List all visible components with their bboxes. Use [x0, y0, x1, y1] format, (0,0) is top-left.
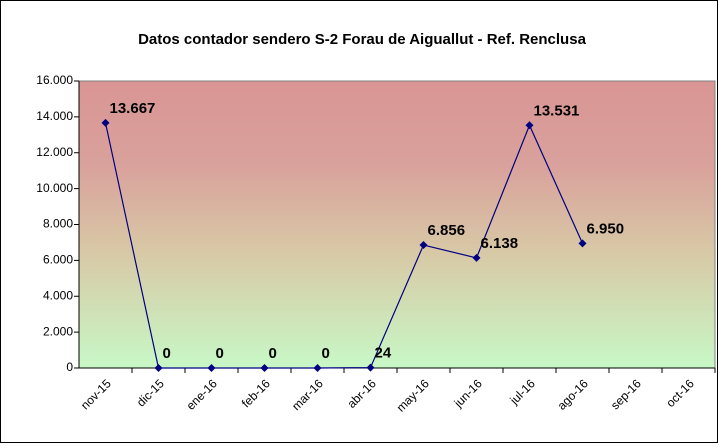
marker — [154, 364, 163, 372]
plot-area — [78, 80, 716, 369]
data-label: 0 — [216, 345, 224, 362]
marker — [472, 253, 481, 262]
data-label: 0 — [322, 345, 330, 362]
marker — [207, 364, 216, 372]
chart-title: Datos contador sendero S-2 Forau de Aigu… — [138, 31, 587, 48]
y-tick-label: 2.000 — [43, 324, 73, 338]
data-label: 0 — [163, 345, 171, 362]
data-label: 6.856 — [428, 222, 466, 239]
y-tick-label: 12.000 — [36, 145, 73, 159]
data-label: 13.667 — [110, 100, 156, 117]
y-tick-label: 16.000 — [36, 73, 73, 87]
marker — [101, 118, 110, 127]
data-label: 6.950 — [587, 220, 625, 237]
marker — [366, 363, 375, 372]
data-label: 13.531 — [534, 102, 580, 119]
marker — [419, 241, 428, 250]
y-tick-label: 8.000 — [43, 217, 73, 231]
marker — [578, 239, 587, 248]
y-tick-label: 10.000 — [36, 181, 73, 195]
marker — [525, 121, 534, 130]
data-label: 0 — [269, 345, 277, 362]
data-label: 24 — [375, 345, 392, 362]
data-label: 6.138 — [481, 235, 519, 252]
y-tick-label: 14.000 — [36, 109, 73, 123]
y-tick-label: 6.000 — [43, 253, 73, 267]
line — [104, 122, 584, 369]
y-tick-label: 4.000 — [43, 288, 73, 302]
marker — [260, 364, 269, 372]
y-tick-label: 0 — [66, 360, 73, 374]
marker — [313, 364, 322, 372]
